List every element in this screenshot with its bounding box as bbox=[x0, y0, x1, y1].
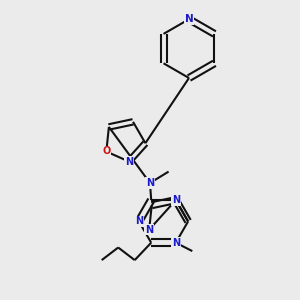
Text: N: N bbox=[172, 238, 180, 248]
Text: N: N bbox=[125, 157, 133, 166]
Text: O: O bbox=[102, 146, 110, 157]
Text: N: N bbox=[184, 14, 194, 24]
Text: N: N bbox=[145, 225, 153, 235]
Text: N: N bbox=[135, 216, 143, 226]
Text: N: N bbox=[172, 195, 180, 205]
Text: N: N bbox=[146, 178, 154, 188]
